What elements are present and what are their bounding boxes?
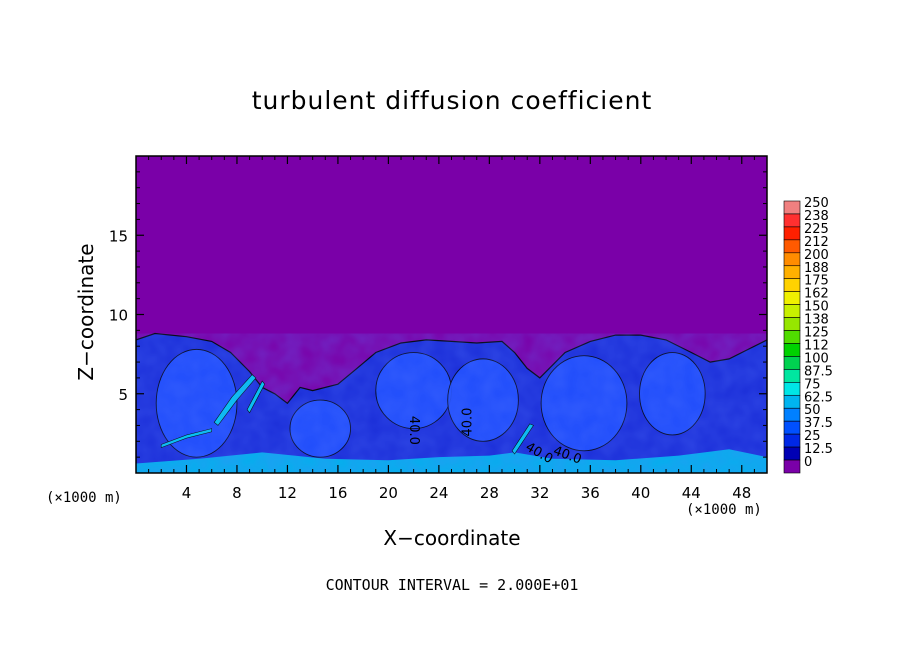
- colorbar-label: 75: [804, 377, 821, 392]
- colorbar-label: 200: [804, 248, 829, 263]
- x-tick-label: 48: [732, 484, 751, 502]
- x-tick-label: 4: [182, 484, 192, 502]
- colorbar-swatch: [783, 200, 801, 215]
- colorbar-swatch: [783, 343, 801, 357]
- colorbar-label: 125: [804, 326, 829, 341]
- colorbar-label: 150: [804, 300, 829, 315]
- colorbar-label: 112: [804, 338, 829, 353]
- colorbar-swatch: [783, 382, 801, 396]
- x-tick-label: 16: [328, 484, 347, 502]
- colorbar-swatch: [783, 213, 801, 228]
- contour-label: 40.0: [406, 416, 421, 445]
- colorbar-label: 212: [804, 235, 829, 250]
- colorbar-label: 62.5: [804, 390, 833, 405]
- colorbar-label: 238: [804, 209, 829, 224]
- colorbar-swatch: [783, 407, 801, 422]
- colorbar-label: 50: [804, 403, 821, 418]
- y-tick-label: 5: [118, 386, 128, 404]
- chart-title: turbulent diffusion coefficient: [251, 86, 653, 115]
- colorbar-swatch: [783, 239, 801, 254]
- x-tick-label: 36: [581, 484, 600, 502]
- colorbar-swatch: [783, 265, 801, 280]
- colorbar-label: 250: [804, 196, 829, 211]
- colorbar-swatch: [783, 433, 801, 448]
- colorbar-swatch: [783, 446, 801, 461]
- colorbar-label: 12.5: [804, 442, 833, 457]
- colorbar-label: 25: [804, 429, 821, 444]
- colorbar-swatch: [783, 278, 801, 292]
- x-tick-label: 44: [682, 484, 701, 502]
- colorbar-swatch: [783, 459, 801, 474]
- colorbar-swatch: [783, 317, 801, 331]
- y-tick-label: 15: [109, 227, 128, 245]
- x-unit-label-left: (×1000 m): [46, 490, 122, 506]
- colorbar-label: 0: [804, 455, 812, 470]
- x-tick-label: 24: [429, 484, 448, 502]
- y-tick-label: 10: [109, 307, 128, 325]
- x-unit-label-right: (×1000 m): [686, 502, 762, 518]
- colorbar-label: 37.5: [804, 416, 833, 431]
- plot-area: 40.0 40.040.040.0: [136, 156, 767, 473]
- x-tick-label: 8: [232, 484, 242, 502]
- colorbar-label: 175: [804, 274, 829, 289]
- colorbar: 2502382252122001881751621501381251121008…: [783, 196, 833, 474]
- colorbar-label: 138: [804, 313, 829, 328]
- colorbar-label: 225: [804, 222, 829, 237]
- colorbar-label: 87.5: [804, 364, 833, 379]
- contour-interval-note: CONTOUR INTERVAL = 2.000E+01: [325, 576, 579, 594]
- colorbar-swatch: [783, 252, 801, 267]
- colorbar-swatch: [783, 356, 801, 370]
- x-tick-label: 40: [631, 484, 650, 502]
- x-tick-label: 28: [480, 484, 499, 502]
- colorbar-swatch: [783, 394, 801, 409]
- contour-label: 40.0: [461, 408, 476, 437]
- x-tick-label: 12: [278, 484, 297, 502]
- colorbar-swatch: [783, 330, 801, 344]
- colorbar-swatch: [783, 304, 801, 318]
- colorbar-swatch: [783, 291, 801, 305]
- colorbar-label: 188: [804, 261, 829, 276]
- colorbar-label: 162: [804, 287, 829, 302]
- x-axis-label: X−coordinate: [383, 526, 521, 550]
- x-tick-label: 20: [379, 484, 398, 502]
- x-tick-label: 32: [530, 484, 549, 502]
- colorbar-label: 100: [804, 351, 829, 366]
- turbulence-texture: [136, 333, 767, 473]
- colorbar-swatch: [783, 420, 801, 435]
- colorbar-swatch: [783, 226, 801, 241]
- colorbar-swatch: [783, 369, 801, 383]
- turbulence-field: 40.0 40.040.040.0: [136, 332, 767, 473]
